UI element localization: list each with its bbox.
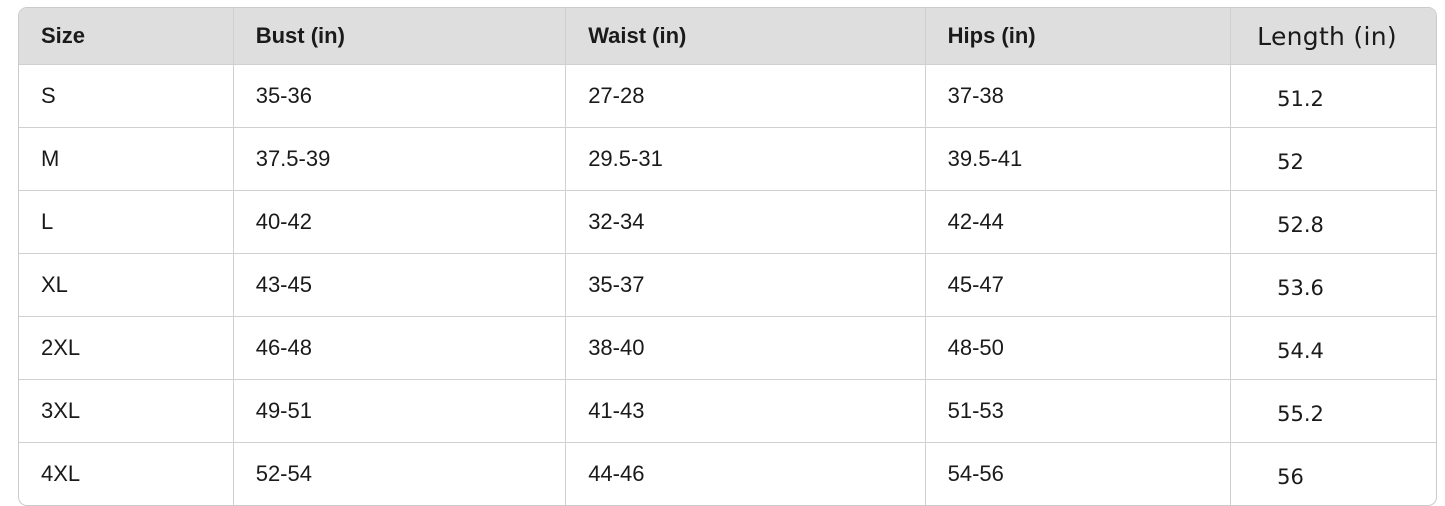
table-row: 4XL 52-54 44-46 54-56 56 [19,443,1436,505]
cell-bust: 52-54 [234,443,567,505]
header-length: Length (in) [1231,8,1436,65]
cell-bust: 46-48 [233,317,567,380]
cell-size: S [19,65,234,128]
size-chart-table: Size Bust (in) Waist (in) Hips (in) Leng… [18,7,1437,506]
cell-hips: 42-44 [925,191,1232,254]
cell-waist: 32-34 [566,191,926,254]
cell-hips: 48-50 [925,317,1232,380]
cell-bust: 35-36 [233,65,567,128]
cell-bust: 40-42 [233,191,567,254]
cell-bust: 49-51 [233,380,567,443]
cell-size: L [19,191,234,254]
table-row: 2XL 46-48 38-40 48-50 54.4 [19,317,1436,380]
cell-size: 2XL [19,317,234,380]
cell-waist: 38-40 [566,317,926,380]
cell-length: 52 [1231,128,1436,191]
cell-size: 3XL [19,380,234,443]
cell-length: 56 [1277,465,1304,489]
cell-hips: 39.5-41 [925,128,1232,191]
cell-bust: 43-45 [233,254,567,317]
cell-waist: 29.5-31 [566,128,926,191]
cell-size: XL [19,254,234,317]
cell-length: 51.2 [1231,65,1436,128]
cell-waist: 35-37 [566,254,926,317]
cell-hips: 37-38 [925,65,1232,128]
table-row: XL 43-45 35-37 45-47 53.6 [19,254,1436,317]
header-row: Size Bust (in) Waist (in) Hips (in) Leng… [19,8,1436,65]
cell-bust: 37.5-39 [233,128,567,191]
cell-size: 4XL [19,443,234,505]
cell-size: M [19,128,234,191]
table-row: L 40-42 32-34 42-44 52.8 [19,191,1436,254]
header-waist: Waist (in) [566,8,926,65]
header-bust: Bust (in) [233,8,567,65]
cell-waist: 41-43 [566,380,926,443]
table-row: 3XL 49-51 41-43 51-53 55.2 [19,380,1436,443]
cell-length: 53.6 [1231,254,1436,317]
header-size: Size [19,8,234,65]
cell-waist: 27-28 [566,65,926,128]
cell-waist: 44-46 [566,443,926,505]
cell-hips: 51-53 [925,380,1232,443]
header-hips: Hips (in) [925,8,1232,65]
cell-length: 52.8 [1231,191,1436,254]
cell-length: 54.4 [1231,317,1436,380]
table-row: M 37.5-39 29.5-31 39.5-41 52 [19,128,1436,191]
table-row: S 35-36 27-28 37-38 51.2 [19,65,1436,128]
cell-hips: 54-56 [926,443,1232,505]
cell-hips: 45-47 [925,254,1232,317]
cell-length: 55.2 [1231,380,1436,443]
